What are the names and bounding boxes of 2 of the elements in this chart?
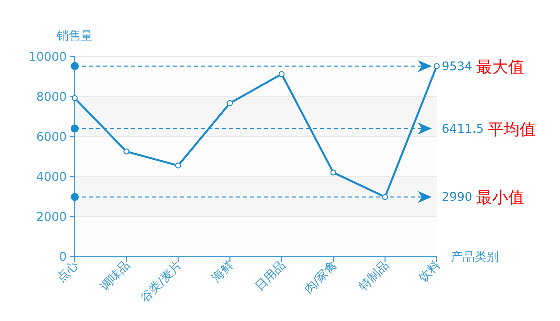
ylabel: 销售量 [57, 29, 93, 43]
xlabel: 产品类别 [451, 250, 499, 264]
